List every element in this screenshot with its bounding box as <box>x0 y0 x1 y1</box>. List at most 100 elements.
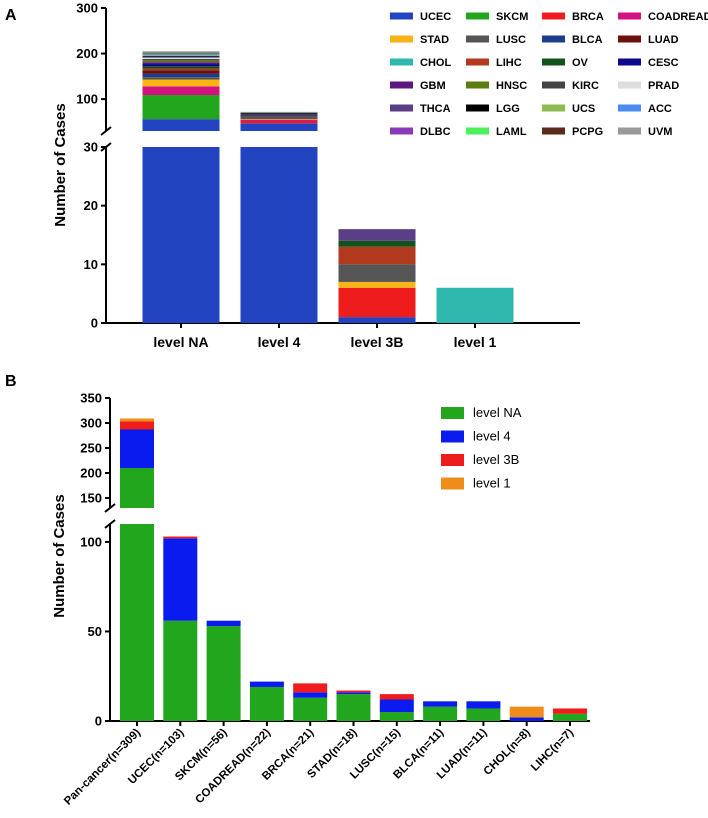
bar-segment-gbm <box>142 62 220 65</box>
legend-item: CESC <box>618 57 679 69</box>
legend-swatch <box>441 477 464 490</box>
bar-segment-stad <box>240 119 318 120</box>
legend-label: LAML <box>496 126 527 138</box>
bar-segment-lusc <box>142 77 220 80</box>
bar-segment-pcpg <box>142 51 220 53</box>
legend-label: HNSC <box>496 80 527 92</box>
legend-swatch <box>618 104 641 112</box>
y-tick-label: 350 <box>80 391 102 406</box>
legend-swatch <box>542 35 565 43</box>
y-tick-label: 200 <box>80 466 102 481</box>
bar-segment-level-4 <box>423 701 458 707</box>
legend-label: level NA <box>473 405 522 420</box>
legend-item: LGG <box>466 103 520 115</box>
y-tick-label: 50 <box>88 624 102 639</box>
legend-label: PRAD <box>648 80 679 92</box>
bar-segment-thca <box>338 229 416 241</box>
legend-swatch <box>542 81 565 89</box>
bar-segment-level-4 <box>466 701 501 709</box>
bar-segment-level-na <box>379 712 414 721</box>
legend-item: PRAD <box>618 80 679 92</box>
y-tick-label: 30 <box>84 140 98 155</box>
bar-segment-level-3b <box>336 690 371 693</box>
legend-item: level NA <box>441 405 522 420</box>
bar-segment-laml <box>142 52 220 54</box>
bar-segment-ucec <box>142 119 220 131</box>
legend-item: OV <box>542 57 589 69</box>
legend-swatch <box>542 127 565 135</box>
legend-item: level 4 <box>441 429 511 444</box>
bar-segment-level-1 <box>509 706 544 718</box>
y-tick-label: 10 <box>84 257 98 272</box>
legend-swatch <box>466 58 489 66</box>
bar-segment-level-3b <box>163 536 198 539</box>
bar-segment-level-4 <box>249 681 284 687</box>
legend-label: COADREAD <box>648 11 708 23</box>
legend-swatch <box>441 407 464 419</box>
legend-label: THCA <box>420 103 451 115</box>
bar-segment-level-na <box>120 468 154 508</box>
y-axis-label: Number of Cases <box>51 494 68 617</box>
bars <box>142 51 514 323</box>
legend-label: UVM <box>648 126 672 138</box>
legend-label: BRCA <box>572 11 604 23</box>
legend-item: CHOL <box>390 57 451 69</box>
legend-label: UCEC <box>420 11 451 23</box>
panel-b: B 0 50 100 150 200 250 300 350 Number of Cases Pan… <box>5 373 590 808</box>
bar-segment-coadread <box>142 86 220 96</box>
bar-segment-lgg <box>142 55 220 57</box>
bar-segment-blca <box>240 114 318 116</box>
legend-item: SKCM <box>466 11 528 23</box>
y-tick-label: 150 <box>80 491 102 506</box>
legend-swatch <box>466 127 489 135</box>
bar-segment-ov <box>142 66 220 69</box>
axis-break-mark <box>104 519 116 529</box>
bar-segment-level-4 <box>293 692 328 698</box>
legend-item: PCPG <box>542 126 603 138</box>
legend-label: LUSC <box>496 34 526 46</box>
legend: level NA level 4 level 3B level 1 <box>441 405 522 491</box>
bar-segment-stad <box>142 79 220 87</box>
x-tick-label: CHOL(n=8) <box>482 727 533 778</box>
legend-label: LIHC <box>496 57 522 69</box>
legend-label: OV <box>572 57 589 69</box>
axis-break-mark <box>100 126 112 136</box>
legend-item: KIRC <box>542 80 599 92</box>
legend-item: STAD <box>390 34 449 46</box>
legend-item: LAML <box>466 126 527 138</box>
legend-swatch <box>618 58 641 66</box>
bar-segment-hnsc <box>142 60 220 63</box>
bar-segment-ov <box>338 240 416 247</box>
legend-item: BLCA <box>542 34 603 46</box>
legend-swatch <box>618 81 641 89</box>
y-axis-label: Number of Cases <box>52 103 69 226</box>
legend-label: UCS <box>572 103 595 115</box>
y-tick-label: 0 <box>95 714 102 729</box>
panel-a: A 0 10 20 30 100 200 300 Number of Cases level NA… <box>5 1 708 351</box>
bar-segment-blca <box>142 73 220 78</box>
bar-segment-thca <box>142 56 220 58</box>
bar-segment-coadread <box>240 119 318 121</box>
legend-label: level 3B <box>473 452 519 467</box>
x-tick-label: level NA <box>153 334 208 350</box>
legend-item: UVM <box>618 126 672 138</box>
axes: 0 50 100 150 200 250 300 350 <box>80 391 590 729</box>
legend-swatch <box>618 35 641 43</box>
bar-segment-lihc <box>338 246 416 265</box>
legend-swatch <box>542 58 565 66</box>
legend-item: LIHC <box>466 57 522 69</box>
bar-segment-uvm <box>142 51 220 52</box>
bar-segment-level-na <box>206 626 241 721</box>
y-tick-label: 300 <box>76 1 98 16</box>
bar-segment-ucec <box>142 147 220 323</box>
bar-segment-ucec <box>338 317 416 323</box>
legend-label: GBM <box>420 80 446 92</box>
legend-swatch <box>466 12 489 20</box>
bar-segment-level-na <box>553 713 587 721</box>
x-tick-label: COADREAD(n=22) <box>193 727 273 807</box>
legend-item: ACC <box>618 103 672 115</box>
bar-segment-level-na <box>336 694 371 721</box>
bar-segment-level-3b <box>120 421 154 430</box>
legend-swatch <box>390 58 413 66</box>
